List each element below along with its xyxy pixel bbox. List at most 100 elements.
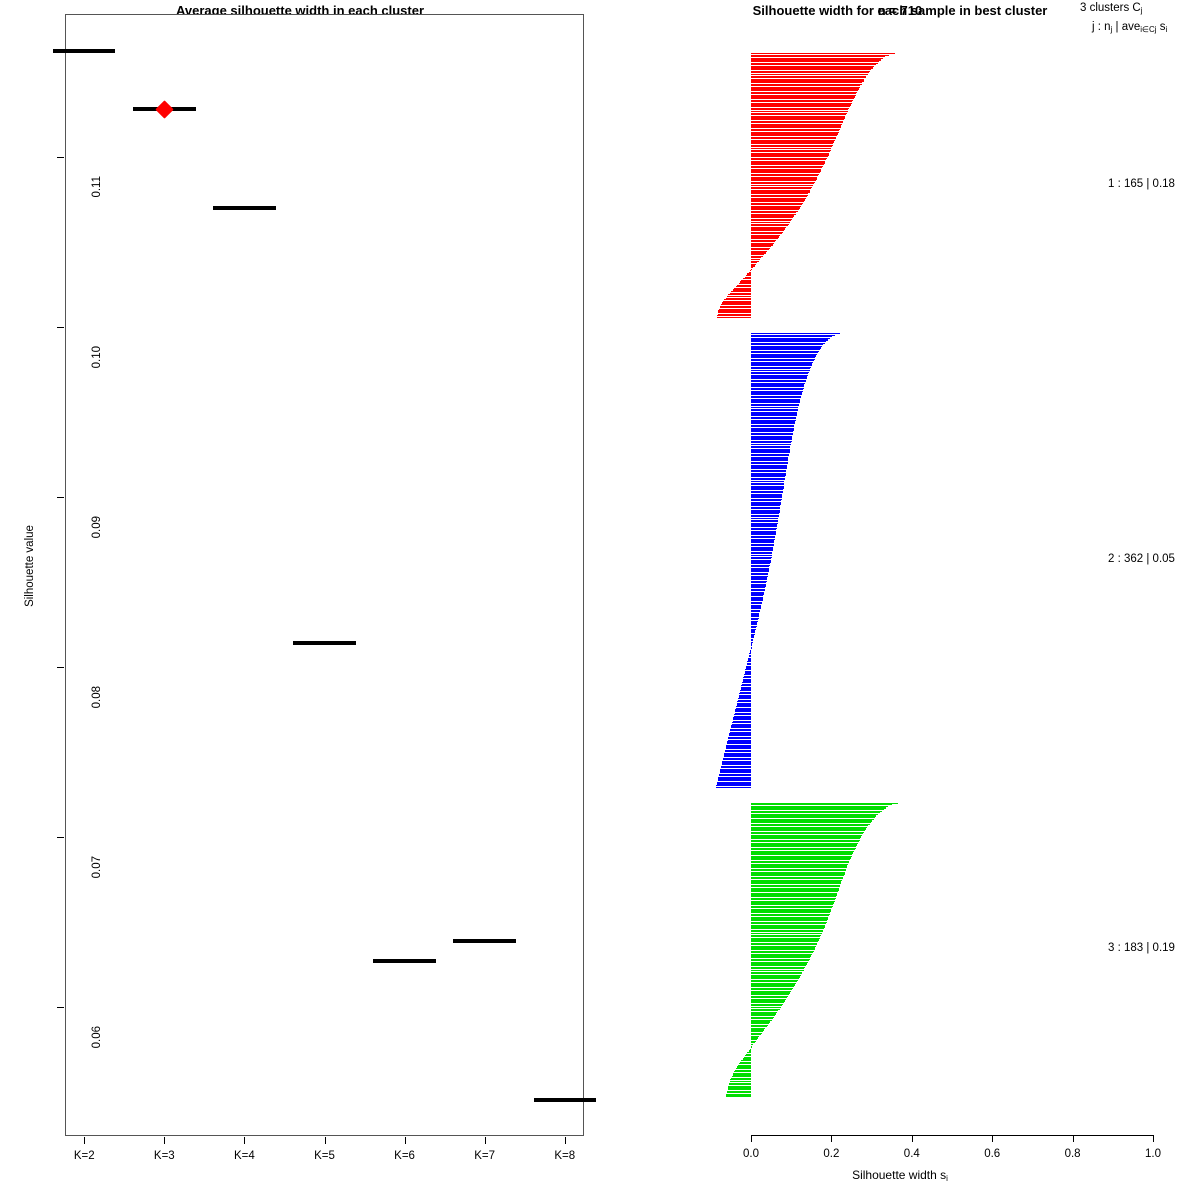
silhouette-bar [731, 723, 751, 725]
silhouette-bar [751, 353, 817, 355]
silhouette-bar [751, 632, 756, 634]
silhouette-bar [751, 437, 792, 439]
silhouette-bar [728, 1084, 751, 1086]
legend-header-line2-b: | ave [1112, 21, 1141, 33]
avg-silhouette-segment-K=2 [52, 49, 116, 54]
left-y-tick-label: 0.06 [91, 1025, 103, 1049]
legend-header-line1-text: 3 clusters C [1080, 2, 1141, 14]
silhouette-bar [751, 878, 843, 880]
silhouette-bar [732, 722, 751, 724]
silhouette-bar [724, 751, 751, 753]
silhouette-bar [751, 966, 806, 968]
silhouette-bar [751, 165, 823, 167]
left-x-tick-label-K=8: K=8 [554, 1150, 576, 1162]
silhouette-bar [728, 736, 751, 738]
legend-header-line2: j : nj | avei∈Cj si [1092, 21, 1167, 34]
silhouette-bar [751, 1043, 754, 1046]
silhouette-bar [751, 879, 843, 882]
silhouette-bar [751, 57, 883, 59]
silhouette-bar [751, 540, 775, 542]
silhouette-bar [751, 455, 789, 457]
silhouette-bar [751, 585, 766, 587]
left-x-tick-label-K=7: K=7 [474, 1150, 496, 1162]
silhouette-bar [739, 691, 751, 693]
silhouette-bar [751, 612, 760, 614]
silhouette-bar [751, 1023, 770, 1025]
silhouette-bar [751, 363, 813, 365]
silhouette-bar [735, 709, 751, 711]
silhouette-bar [751, 644, 752, 647]
silhouette-bar [751, 894, 838, 896]
silhouette-bar [751, 411, 798, 413]
silhouette-bar [751, 505, 781, 507]
silhouette-bar [741, 685, 751, 687]
silhouette-bar [745, 667, 751, 669]
silhouette-bar [751, 414, 797, 417]
silhouette-bar [718, 308, 751, 310]
silhouette-bar [751, 979, 799, 981]
silhouette-bar [726, 743, 751, 745]
silhouette-bar [751, 466, 787, 468]
silhouette-bar [751, 858, 851, 861]
left-y-tick [57, 496, 64, 498]
silhouette-bar [751, 65, 874, 68]
silhouette-bar [751, 220, 792, 222]
silhouette-bar [751, 244, 773, 246]
silhouette-bar [751, 133, 838, 135]
left-x-tick [84, 1137, 86, 1144]
silhouette-bar [744, 673, 751, 676]
silhouette-bar [751, 469, 787, 471]
right-x-tick [911, 1135, 913, 1142]
silhouette-bar [724, 754, 751, 756]
silhouette-bar [730, 1079, 751, 1081]
silhouette-bar [751, 633, 755, 635]
silhouette-bar [747, 661, 751, 663]
silhouette-bar [751, 866, 848, 869]
silhouette-bar [751, 965, 807, 967]
silhouette-bar [751, 931, 823, 933]
silhouette-bar [740, 686, 751, 688]
silhouette-bar [751, 418, 797, 420]
silhouette-bar [751, 976, 801, 978]
silhouette-bar [751, 831, 864, 833]
silhouette-bar [751, 400, 801, 402]
silhouette-bar [718, 311, 751, 314]
silhouette-bar [751, 154, 829, 156]
silhouette-bar [745, 274, 751, 277]
silhouette-bar [751, 614, 760, 616]
silhouette-bar [751, 361, 813, 364]
silhouette-bar [748, 656, 751, 658]
silhouette-bar [732, 718, 751, 721]
silhouette-bar [747, 1051, 751, 1054]
silhouette-bar [750, 270, 752, 272]
silhouette-bar [751, 262, 758, 264]
silhouette-bar [751, 913, 830, 915]
silhouette-bar [751, 197, 806, 199]
silhouette-bar [751, 252, 766, 254]
silhouette-bar [751, 110, 848, 113]
silhouette-bar [751, 109, 849, 111]
silhouette-bar [751, 995, 788, 997]
silhouette-bar [751, 139, 836, 142]
silhouette-bar [751, 871, 846, 873]
silhouette-bar [751, 945, 816, 947]
silhouette-bar [751, 503, 781, 505]
right-x-tick [1153, 1135, 1154, 1142]
silhouette-bar [751, 807, 886, 809]
silhouette-bar [751, 1040, 756, 1042]
silhouette-bar [751, 104, 851, 106]
silhouette-bar [751, 464, 788, 466]
silhouette-bar [751, 957, 811, 959]
silhouette-bar [751, 609, 761, 611]
silhouette-bar [733, 715, 751, 717]
silhouette-bar [728, 1087, 751, 1089]
left-x-tick-label-K=2: K=2 [73, 1150, 95, 1162]
silhouette-bar [751, 981, 798, 983]
silhouette-bar [727, 1088, 751, 1091]
silhouette-bar [751, 522, 778, 524]
silhouette-bar [751, 369, 810, 372]
silhouette-bar [751, 439, 792, 441]
silhouette-bar [742, 1058, 751, 1060]
silhouette-bar [751, 905, 833, 907]
silhouette-bar [751, 802, 898, 804]
